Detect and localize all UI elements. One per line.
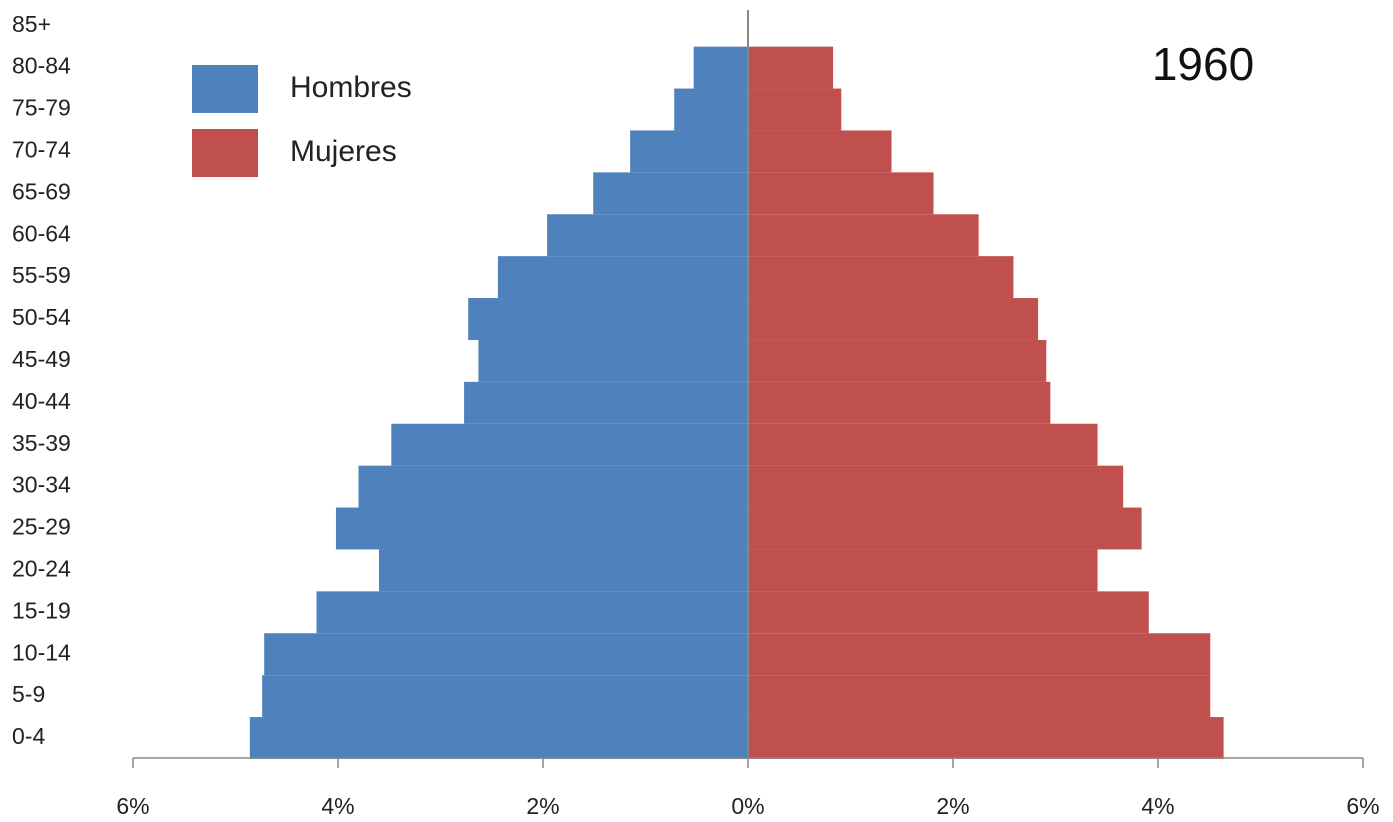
bar [748,298,1039,340]
bar [358,465,748,508]
x-tick-label: 0% [731,793,764,819]
y-tick-label: 55-59 [12,262,71,288]
bar [464,381,748,424]
y-tick-label: 75-79 [12,95,71,121]
bar [468,298,748,340]
y-tick-label: 5-9 [12,681,45,707]
bar [748,381,1051,424]
bar [748,46,834,89]
y-tick-label: 15-19 [12,597,71,623]
y-tick-label: 25-29 [12,514,71,540]
bar [748,423,1098,466]
bar [262,675,748,718]
y-tick-label: 80-84 [12,53,71,79]
bar [335,507,748,550]
bar [748,675,1211,718]
bar [497,256,748,299]
x-tick-label: 6% [116,793,149,819]
legend-label: Hombres [290,71,412,104]
y-tick-label: 35-39 [12,430,71,456]
bar [748,172,934,215]
bar [748,591,1149,634]
bar [693,46,748,89]
y-tick-label: 30-34 [12,472,71,498]
bar [748,633,1211,676]
bar [379,549,748,592]
bar [748,549,1098,592]
y-tick-label: 70-74 [12,136,71,162]
bar [391,423,748,466]
bar [478,339,748,382]
y-tick-label: 45-49 [12,346,71,372]
bar [249,717,748,759]
legend-label: Mujeres [290,135,397,168]
year-annotation: 1960 [1152,38,1254,90]
bar [264,633,748,676]
x-tick-label: 2% [526,793,559,819]
bar [748,507,1142,550]
y-tick-label: 50-54 [12,304,71,330]
bar [748,214,979,257]
bar [748,88,842,131]
y-tick-label: 20-24 [12,555,71,581]
y-tick-label: 65-69 [12,178,71,204]
bar [630,130,748,173]
y-tick-label: 40-44 [12,388,71,414]
legend-swatch [192,65,258,113]
x-tick-label: 4% [1141,793,1174,819]
bar [748,465,1124,508]
bar [316,591,748,634]
y-tick-label: 0-4 [12,723,45,749]
x-tick-label: 4% [321,793,354,819]
y-tick-label: 85+ [12,11,51,37]
legend-swatch [192,129,258,177]
bar [748,339,1047,382]
bar [547,214,748,257]
x-tick-label: 6% [1346,793,1379,819]
bar [593,172,748,215]
bar [748,130,892,173]
bar [674,88,748,131]
bar [748,256,1014,299]
x-tick-label: 2% [936,793,969,819]
bar [748,717,1224,759]
y-tick-label: 10-14 [12,639,71,665]
y-tick-label: 60-64 [12,220,71,246]
